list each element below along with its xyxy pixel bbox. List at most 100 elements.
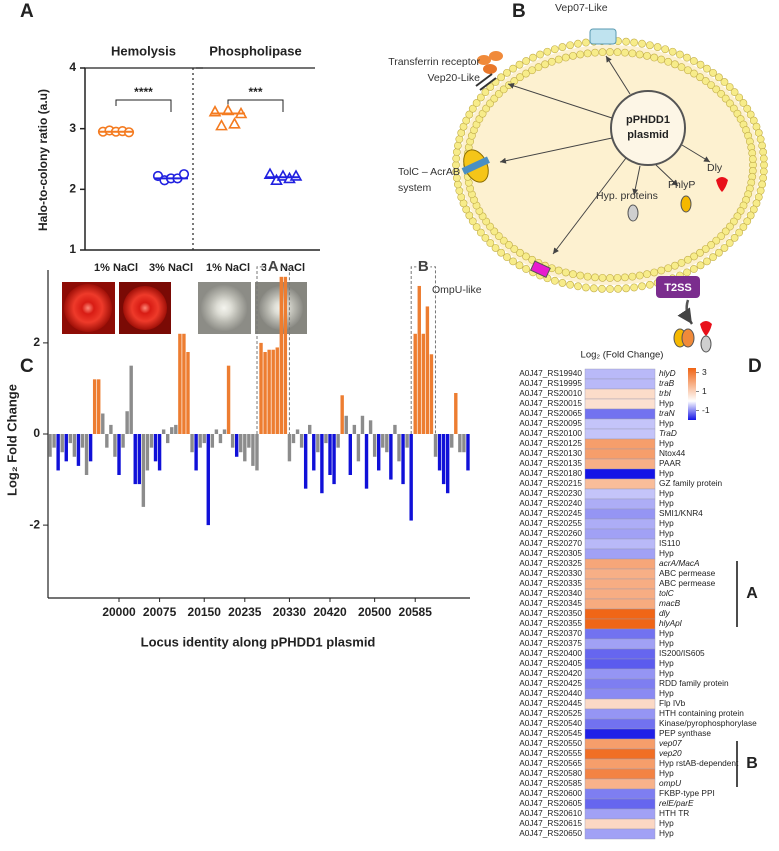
bar: [117, 434, 121, 475]
cell: [584, 668, 656, 680]
diagram-label: Vep20-Like: [427, 72, 480, 84]
gene-label: SMI1/KNR4: [659, 508, 703, 518]
lipid: [583, 272, 592, 281]
lipid: [462, 116, 471, 125]
lipid: [638, 39, 646, 48]
bar: [105, 434, 109, 448]
lipid: [516, 248, 524, 257]
bar: [174, 424, 178, 434]
vep07-protein: [589, 28, 617, 45]
lipid: [510, 245, 519, 253]
x-tick-label: 1% NaCl: [94, 262, 138, 274]
cell: [584, 798, 656, 810]
cell: [584, 828, 656, 840]
bar: [291, 434, 296, 444]
cell: [584, 418, 656, 430]
bar: [218, 434, 223, 444]
lipid: [668, 47, 677, 56]
x-tick-label: 20420: [313, 605, 347, 619]
significance-bracket: [115, 99, 172, 112]
cell: [584, 468, 656, 480]
row-label: A0J47_RS20615: [519, 818, 582, 828]
lipid: [455, 186, 464, 195]
gene-label: FKBP-type PPI: [659, 788, 715, 798]
bar: [441, 434, 446, 485]
colorbar-tick-label: -1: [702, 405, 710, 415]
lipid: [707, 81, 716, 89]
bar: [450, 434, 454, 448]
bar: [324, 434, 328, 444]
t2ss: [656, 276, 700, 298]
cell: [584, 618, 656, 630]
diagram-label: PhlyP: [668, 179, 695, 191]
row-label: A0J47_RS20340: [519, 588, 582, 598]
row-label: A0J47_RS20605: [519, 798, 582, 808]
bar: [97, 379, 101, 434]
bar: [161, 429, 166, 434]
lipid: [730, 88, 739, 97]
row-label: A0J47_RS20600: [519, 788, 582, 798]
diagram-label: Dly: [707, 162, 723, 174]
bar: [368, 420, 373, 434]
lipid: [490, 227, 499, 236]
lipid: [509, 257, 517, 266]
lipid: [677, 63, 686, 72]
bar: [202, 434, 206, 444]
lipid: [759, 167, 768, 176]
gene-label: Hyp: [659, 818, 674, 828]
lipid: [712, 236, 721, 245]
panel-label: C: [20, 356, 34, 377]
arrow: [605, 55, 631, 95]
cell: [584, 698, 656, 710]
gene-label: hlyD: [659, 368, 676, 378]
transferrin-protein: [489, 51, 503, 61]
lipid: [598, 48, 607, 57]
bar: [153, 434, 158, 462]
lipid: [735, 228, 744, 237]
lipid: [491, 244, 500, 252]
lipid: [499, 236, 508, 245]
lipid: [756, 135, 765, 144]
x-tick-label: 20235: [228, 605, 262, 619]
row-label: A0J47_RS20440: [519, 688, 582, 698]
lipid: [712, 85, 721, 94]
cell: [584, 818, 656, 830]
gene-label: RDD family protein: [659, 678, 729, 688]
row-label: A0J47_RS20135: [519, 458, 582, 468]
gene-label: PEP synthase: [659, 728, 711, 738]
gene-label: Hyp: [659, 498, 674, 508]
secreted-protein: [681, 328, 695, 348]
lipid: [683, 268, 691, 277]
lipid: [528, 255, 537, 264]
row-label: A0J47_RS20375: [519, 638, 582, 648]
bar: [230, 434, 235, 448]
lipid: [453, 141, 462, 150]
gene-label: hlyApl: [659, 618, 683, 628]
cell: [584, 788, 656, 800]
bar: [454, 393, 458, 434]
lipid: [653, 43, 662, 51]
bar: [84, 434, 89, 475]
cell: [584, 598, 656, 610]
row-label: A0J47_RS20015: [519, 398, 582, 408]
lipid: [598, 273, 607, 282]
row-label: A0J47_RS20565: [519, 758, 582, 768]
lipid: [606, 274, 614, 282]
row-label: A0J47_RS20130: [519, 448, 582, 458]
cluster-label: B: [418, 258, 429, 275]
lipid: [476, 93, 485, 102]
significance-bracket: [227, 99, 284, 112]
diagram-label: system: [398, 182, 432, 194]
cell: [584, 678, 656, 690]
bar: [409, 434, 413, 521]
lipid: [621, 48, 629, 57]
lipid: [739, 99, 748, 107]
lipid: [481, 233, 490, 242]
lipid: [576, 271, 585, 280]
row-label: A0J47_RS20180: [519, 468, 582, 478]
lipid: [759, 154, 768, 163]
lipid: [561, 53, 570, 62]
lipid: [725, 83, 734, 91]
lipid: [554, 55, 563, 64]
cell: [584, 608, 656, 620]
